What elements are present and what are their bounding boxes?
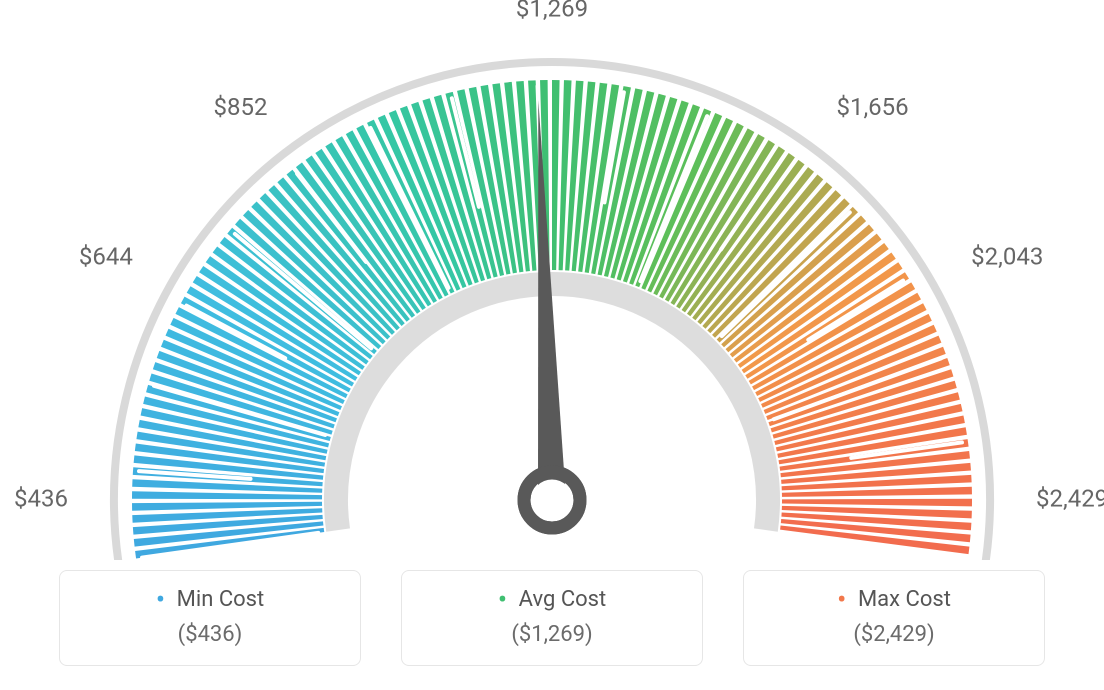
legend-max-label: Max Cost	[858, 587, 951, 612]
svg-text:$1,656: $1,656	[836, 93, 908, 121]
svg-text:$644: $644	[79, 242, 133, 270]
legend-avg-dot: •	[498, 583, 507, 616]
legend-min-card: • Min Cost ($436)	[59, 570, 361, 666]
legend-avg-title: • Avg Cost	[402, 587, 702, 612]
svg-text:$2,429: $2,429	[1036, 484, 1104, 512]
legend-row: • Min Cost ($436) • Avg Cost ($1,269) • …	[0, 570, 1104, 666]
legend-avg-value: ($1,269)	[402, 622, 702, 647]
legend-min-value: ($436)	[60, 622, 360, 647]
legend-min-title: • Min Cost	[60, 587, 360, 612]
gauge-svg: $436 $644 $852 $1,269 $1,656 $2,043 $2,429	[0, 0, 1104, 560]
legend-max-title: • Max Cost	[744, 587, 1044, 612]
svg-text:$436: $436	[14, 484, 68, 512]
legend-max-dot: •	[837, 583, 846, 616]
legend-avg-label: Avg Cost	[519, 587, 607, 612]
gauge-area: $436 $644 $852 $1,269 $1,656 $2,043 $2,429	[0, 0, 1104, 560]
svg-text:$1,269: $1,269	[516, 0, 588, 22]
legend-min-label: Min Cost	[177, 587, 265, 612]
legend-max-value: ($2,429)	[744, 622, 1044, 647]
legend-max-card: • Max Cost ($2,429)	[743, 570, 1045, 666]
gauge-chart-container: $436 $644 $852 $1,269 $1,656 $2,043 $2,429 • M…	[0, 0, 1104, 690]
svg-text:$852: $852	[214, 93, 268, 121]
legend-min-dot: •	[156, 583, 165, 616]
svg-text:$2,043: $2,043	[971, 242, 1043, 270]
legend-avg-card: • Avg Cost ($1,269)	[401, 570, 703, 666]
